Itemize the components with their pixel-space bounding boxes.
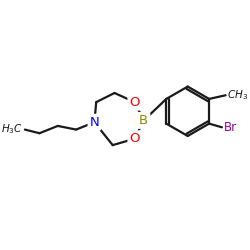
Text: $CH_3$: $CH_3$ <box>228 88 248 102</box>
Text: Br: Br <box>224 121 237 134</box>
Text: B: B <box>139 114 148 127</box>
Text: N: N <box>90 116 99 129</box>
Text: O: O <box>130 132 140 145</box>
Text: O: O <box>130 96 140 109</box>
Text: $H_3C$: $H_3C$ <box>1 123 23 136</box>
